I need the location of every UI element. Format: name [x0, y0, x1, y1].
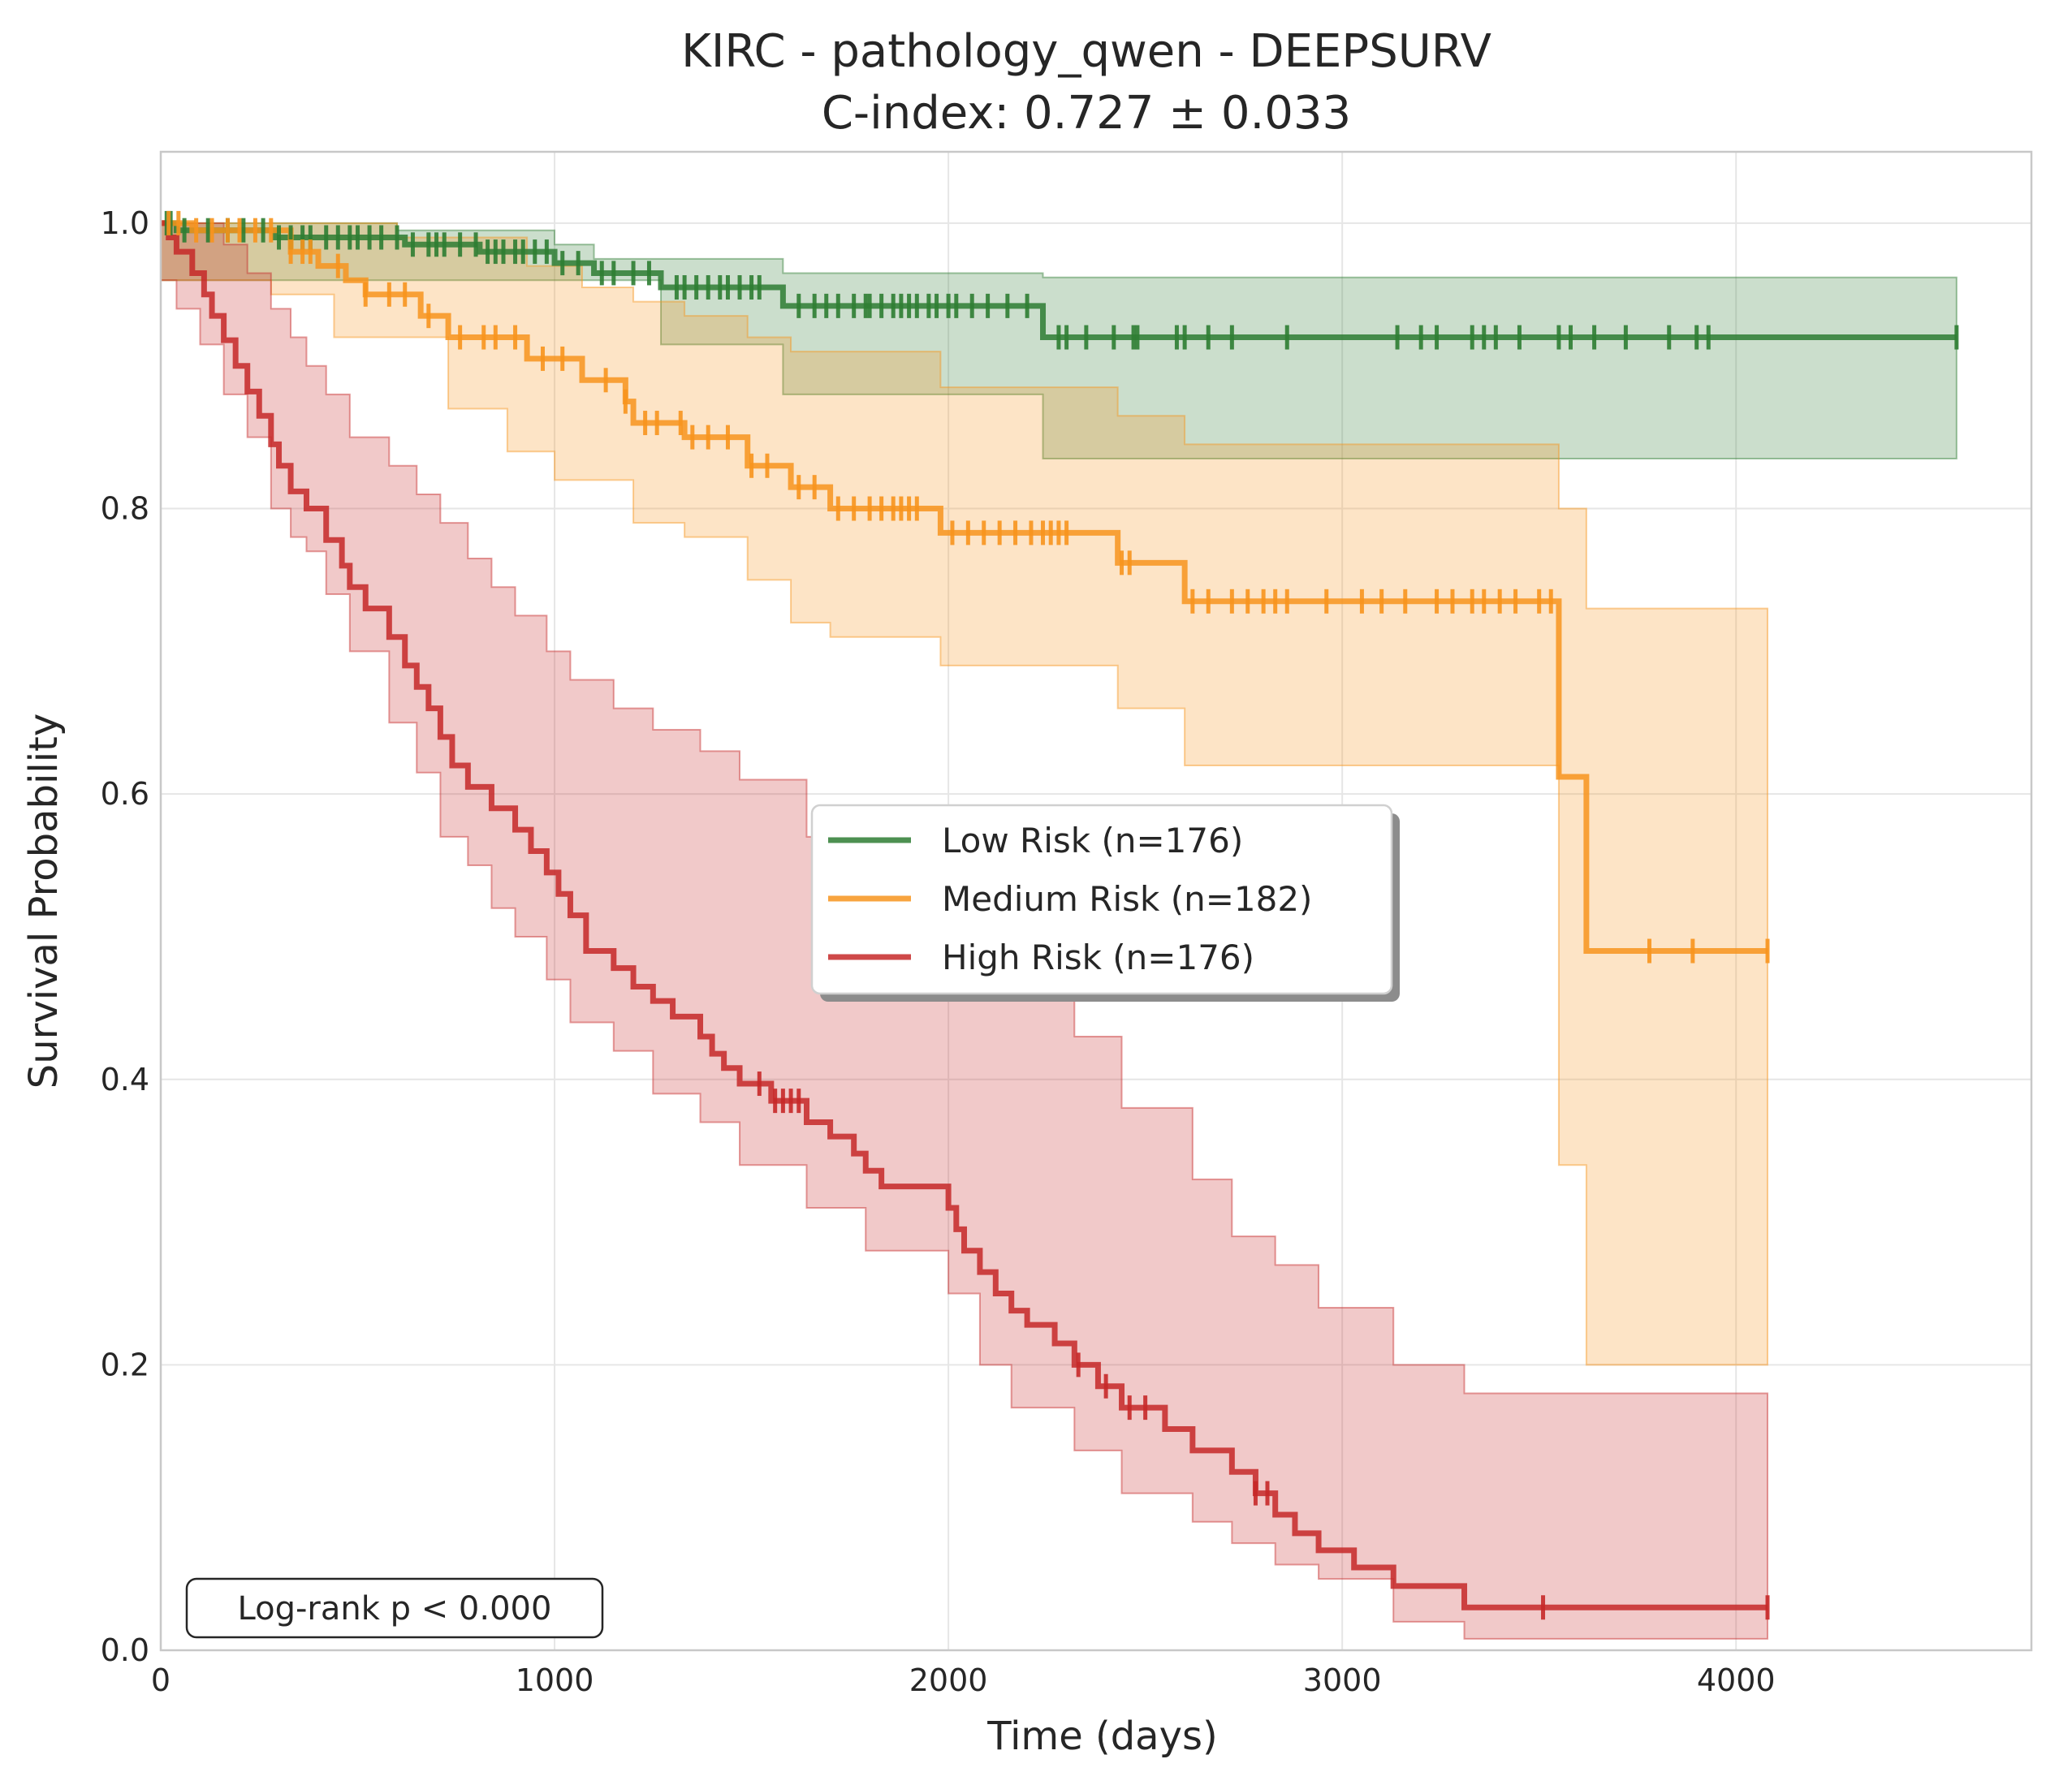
- y-tick-label: 0.0: [101, 1632, 149, 1668]
- x-tick-label: 3000: [1303, 1662, 1382, 1698]
- x-tick-label: 1000: [516, 1662, 594, 1698]
- y-tick-label: 0.8: [101, 491, 149, 527]
- chart-title: KIRC - pathology_qwen - DEEPSURV: [681, 25, 1491, 78]
- survival-line-high-risk: [161, 220, 1768, 1610]
- ci-band-medium-risk: [160, 222, 1769, 1366]
- censor-marks: [164, 210, 1959, 1620]
- legend-box: [810, 804, 1393, 995]
- plot-frame: [159, 150, 2033, 1652]
- legend-label-medium-risk: Medium Risk (n=182): [942, 879, 1312, 919]
- x-axis-label: Time (days): [986, 1714, 1217, 1759]
- y-tick-label: 1.0: [101, 205, 149, 241]
- legend-label-high-risk: High Risk (n=176): [942, 938, 1254, 977]
- y-tick-label: 0.6: [101, 776, 149, 812]
- y-axis-label: Survival Probability: [21, 714, 67, 1089]
- y-tick-label: 0.2: [101, 1347, 149, 1382]
- logrank-annotation: Log-rank p < 0.000: [185, 1577, 604, 1639]
- logrank-box: [185, 1577, 604, 1639]
- legend: Low Risk (n=176) Medium Risk (n=182) Hig…: [810, 804, 1400, 1002]
- x-tick-label: 4000: [1697, 1662, 1776, 1698]
- x-tick-label: 0: [151, 1662, 171, 1698]
- chart-subtitle: C-index: 0.727 ± 0.033: [822, 87, 1351, 140]
- y-tick-label: 0.4: [101, 1062, 149, 1097]
- ci-band-high-risk: [160, 222, 1769, 1640]
- axis-ticks: 0 1000 2000 3000 4000 0.0 0.2 0.4 0.6 0.8 1.0: [101, 205, 1776, 1698]
- x-tick-label: 2000: [909, 1662, 988, 1698]
- logrank-text: Log-rank p < 0.000: [238, 1590, 552, 1628]
- legend-label-low-risk: Low Risk (n=176): [942, 821, 1243, 860]
